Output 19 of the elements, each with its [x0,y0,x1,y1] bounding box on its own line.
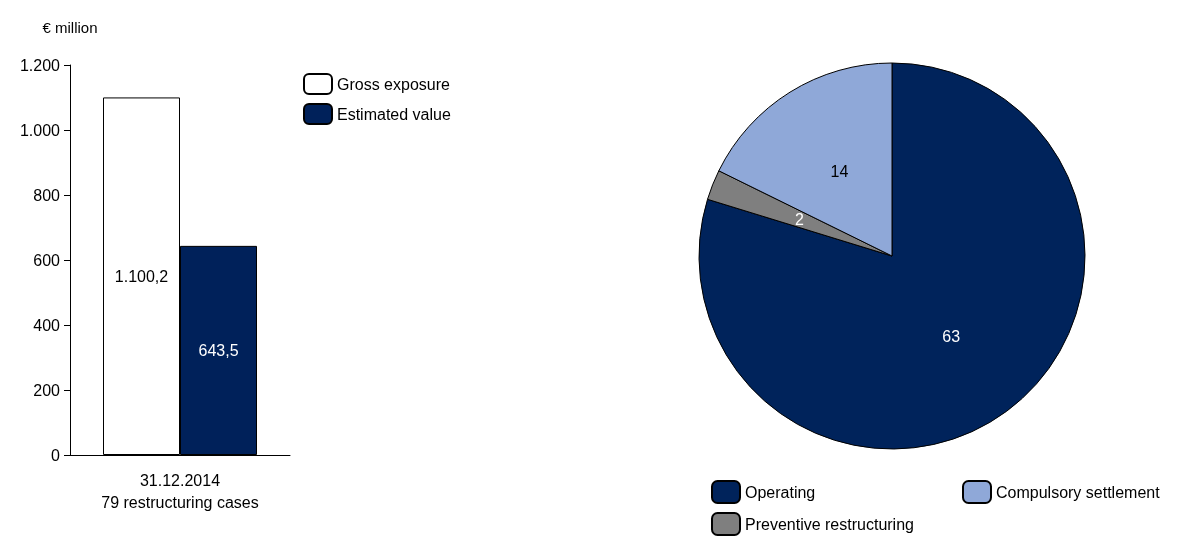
legend-label: Estimated value [337,105,451,123]
data-label: 2 [795,210,805,228]
legend-label: Operating [745,483,816,501]
data-label: 1.100,2 [114,267,169,285]
y-tick-label: 1.200 [19,56,61,74]
x-tick-label: 31.12.2014 79 restructuring cases [101,471,259,511]
y-tick-label: 200 [33,381,61,399]
y-tick-label: 600 [33,251,61,269]
data-label: 63 [942,327,961,345]
y-tick-label: 0 [51,446,61,464]
data-label: 14 [830,163,849,181]
legend-label: Gross exposure [337,75,451,93]
y-tick-label: 1.000 [19,121,61,139]
y-tick-label: 400 [33,316,61,334]
y-tick-label: 800 [33,186,61,204]
legend-label: Preventive restructuring [745,515,914,533]
y-axis-title: € million [42,19,98,36]
legend-label: Compulsory settlement [996,483,1161,501]
data-label: 643,5 [198,341,239,359]
